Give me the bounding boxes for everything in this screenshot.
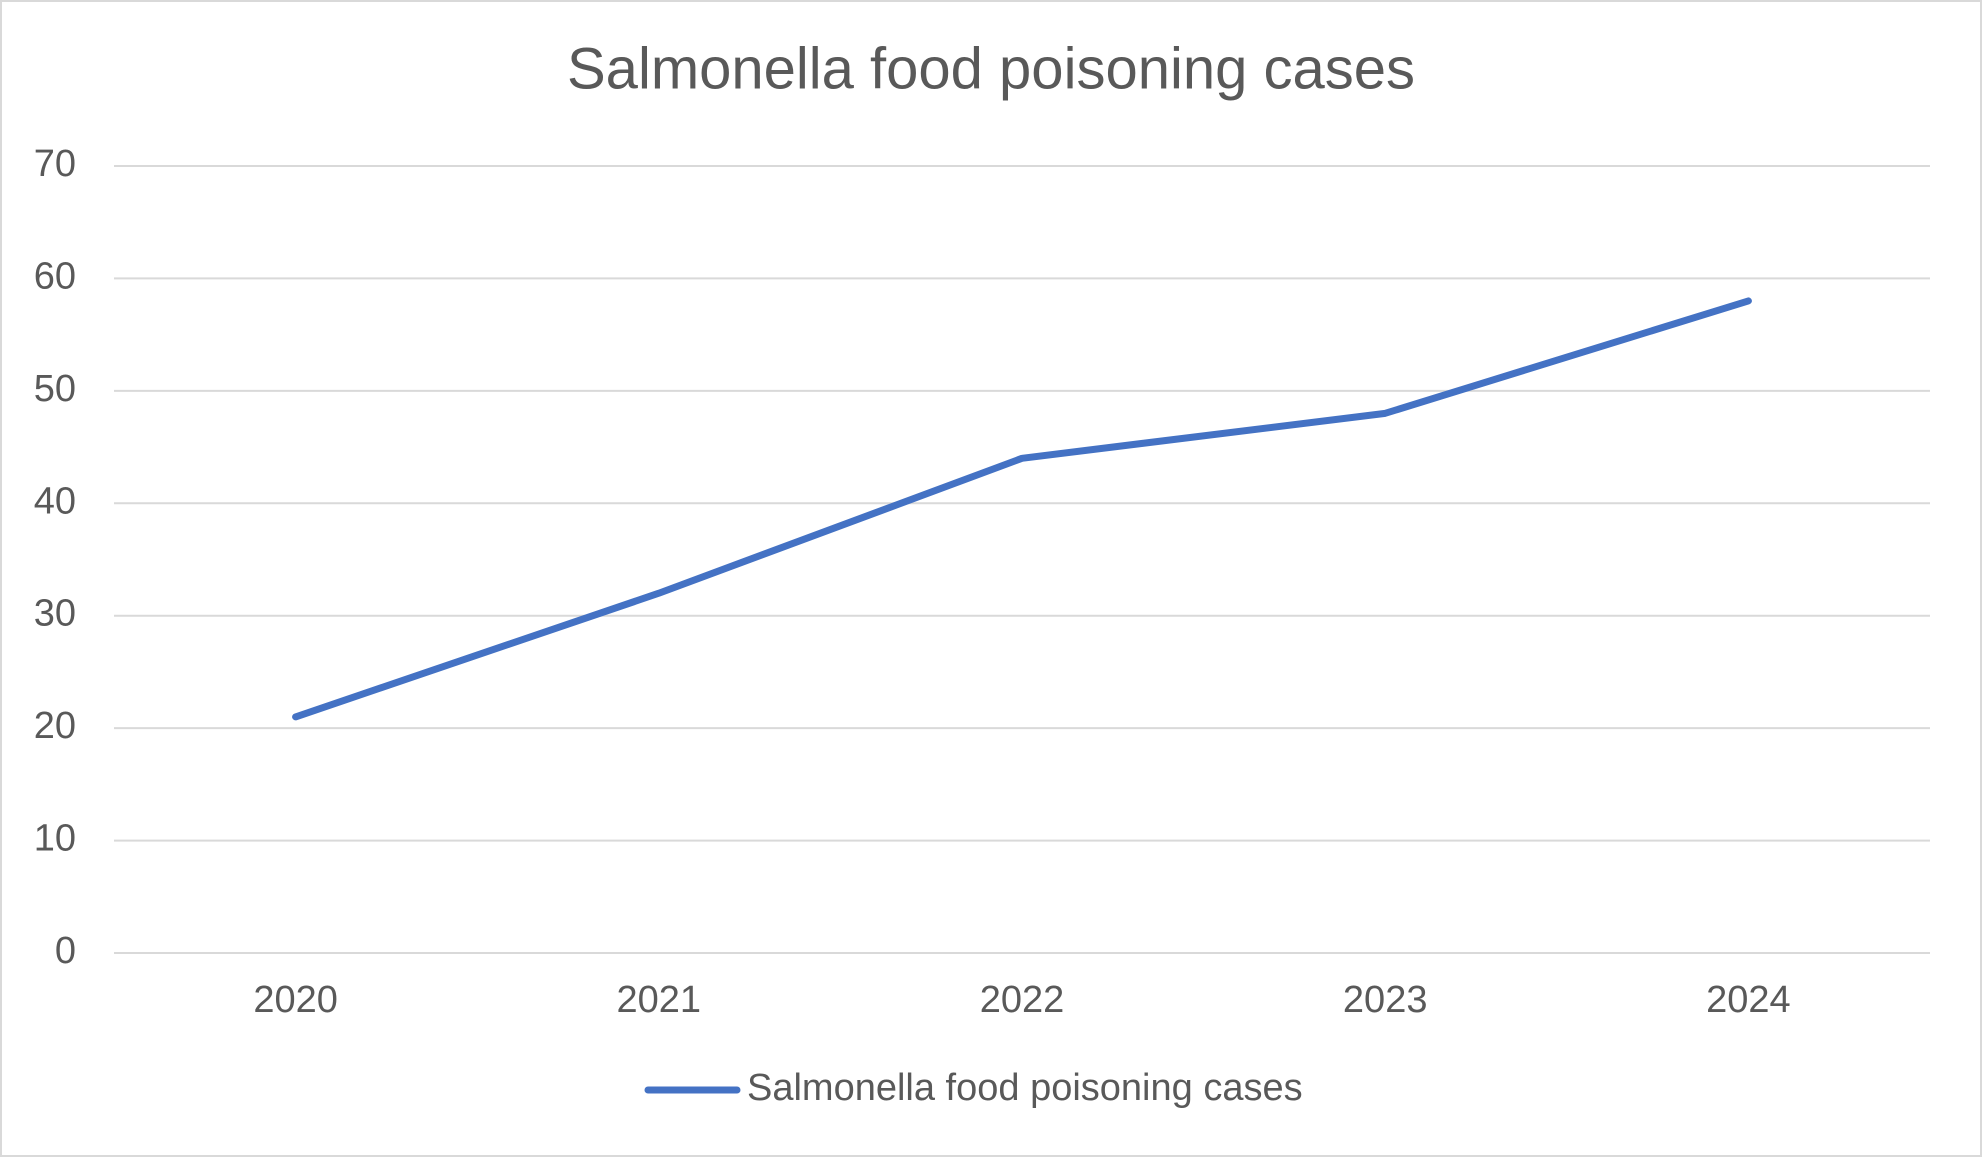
y-tick-label: 60: [34, 255, 76, 297]
series-line: [292, 297, 1752, 721]
y-tick-label: 0: [55, 930, 76, 972]
y-tick-label: 30: [34, 593, 76, 635]
chart-title: Salmonella food poisoning cases: [567, 36, 1415, 101]
x-tick-label: 2020: [253, 979, 338, 1021]
x-tick-label: 2021: [617, 979, 702, 1021]
x-tick-label: 2022: [980, 979, 1065, 1021]
y-tick-label: 70: [34, 143, 76, 185]
x-tick-label: 2023: [1343, 979, 1428, 1021]
y-tick-label: 20: [34, 705, 76, 747]
legend-label: Salmonella food poisoning cases: [747, 1067, 1303, 1109]
y-tick-label: 50: [34, 368, 76, 410]
x-tick-label: 2024: [1706, 979, 1791, 1021]
y-tick-label: 40: [34, 480, 76, 522]
y-tick-label: 10: [34, 818, 76, 860]
